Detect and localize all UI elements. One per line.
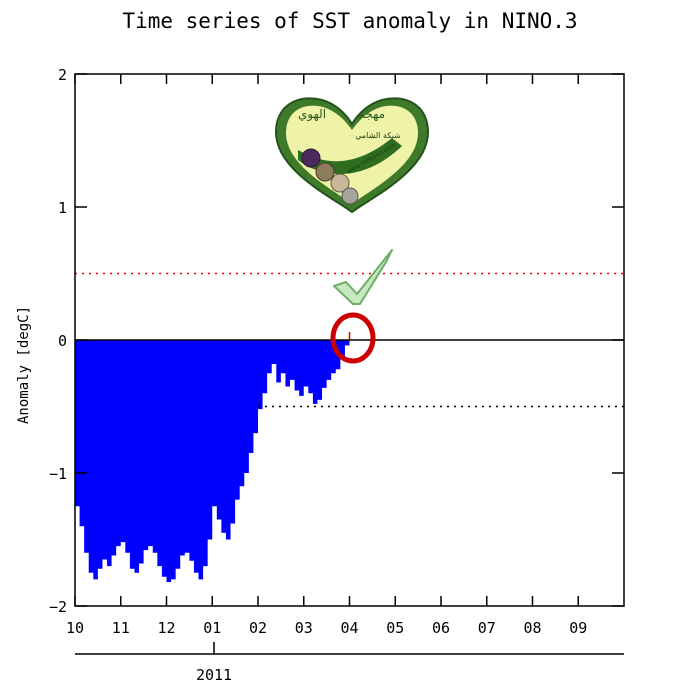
heart-logo: مهجة الهوي شبكة الشامي www.mhboob.com	[274, 97, 430, 214]
logo-text-2: الهوي	[298, 107, 326, 122]
y-tick-label: 0	[58, 332, 67, 350]
y-axis-label: Anomaly [degC]	[16, 306, 32, 424]
x-axis: 10 11 12 01 02 03 04 05 06 07 08 09	[66, 74, 587, 637]
plot-area	[75, 272, 624, 583]
x-tick-label: 02	[249, 619, 267, 637]
y-axis: 2 1 0 −1 −2	[49, 66, 624, 616]
x-tick-label: 12	[157, 619, 175, 637]
y-tick-label: 2	[58, 66, 67, 84]
check-mark-icon	[333, 249, 393, 305]
chart-title: Time series of SST anomaly in NINO.3	[122, 9, 577, 33]
x-tick-label: 06	[432, 619, 450, 637]
x-tick-label: 09	[569, 619, 587, 637]
x-tick-label: 04	[340, 619, 358, 637]
x-tick-label: 07	[478, 619, 496, 637]
y-tick-label: −1	[49, 465, 67, 483]
x-tick-label: 05	[386, 619, 404, 637]
x-tick-label: 10	[66, 619, 84, 637]
anomaly-area-series	[75, 336, 350, 583]
y-tick-label: −2	[49, 598, 67, 616]
red-circle-annotation	[330, 312, 376, 364]
x-tick-label: 01	[203, 619, 221, 637]
logo-text-1: مهجة	[359, 107, 385, 121]
x-tick-label: 11	[112, 619, 130, 637]
x-tick-label: 03	[295, 619, 313, 637]
year-label: 2011	[196, 666, 232, 684]
y-tick-label: 1	[58, 199, 67, 217]
logo-text-3: شبكة الشامي	[355, 131, 401, 140]
x-tick-label: 08	[523, 619, 541, 637]
